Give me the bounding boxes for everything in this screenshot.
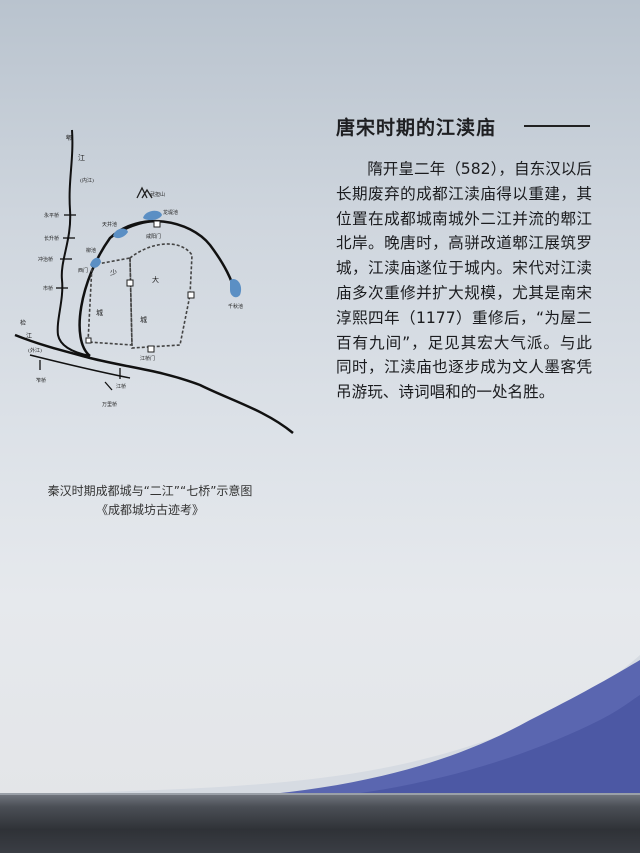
map-caption: 秦汉时期成都城与“二江”“七桥”示意图 《成都城坊古迹考》 [20, 482, 280, 520]
label-wanliqiao: 万里桥 [102, 401, 117, 408]
body-paragraph: 隋开皇二年（582），自东汉以后长期废弃的成都江渎庙得以重建，其位置在成都城南城… [336, 160, 592, 402]
pijiang-river [56, 129, 91, 357]
label-liuchi: 柳池 [86, 247, 96, 254]
label-chongliqiao: 冲治桥 [38, 256, 53, 263]
label-jiangqiaomen: 江桥门 [140, 355, 155, 362]
decorative-wave [0, 655, 640, 800]
caption-line-2: 《成都城坊古迹考》 [95, 503, 204, 517]
outer-moat [78, 219, 238, 357]
label-zuoqiao: 笮桥 [36, 377, 46, 384]
label-wudan: 武担山 [150, 191, 165, 198]
panel-frame-bottom [0, 795, 640, 853]
label-pi: 郫 [66, 134, 72, 142]
label-ximen: 西门 [78, 267, 88, 274]
label-waijiang: (外江) [28, 347, 42, 354]
label-jiang: 江 [78, 154, 85, 162]
caption-line-1: 秦汉时期成都城与“二江”“七桥”示意图 [47, 484, 253, 498]
label-jiangqiao: 江桥 [116, 383, 126, 390]
label-da: 大 [152, 275, 159, 284]
liu-pond [90, 257, 101, 268]
label-qianqiuchi: 千秋池 [228, 303, 243, 310]
ancient-map: 郫 江 (内江) 武担山 龙堤池 天井池 柳池 咸阳门 少 城 大 城 西门 千… [14, 129, 294, 434]
label-shiqiao: 市桥 [43, 285, 53, 292]
label-shao-cheng: 城 [96, 309, 103, 317]
title-rule [524, 125, 590, 127]
exhibit-panel: 唐宋时期的江渎庙 隋开皇二年（582），自东汉以后长期废弃的成都江渎庙得以重建，… [0, 0, 640, 800]
wudan-mountain-icon [136, 186, 153, 199]
label-tianfuchi: 天井池 [102, 221, 117, 228]
label-changshengqiao: 长升桥 [44, 235, 59, 242]
label-da-cheng: 城 [140, 316, 147, 324]
label-neijiang: (内江) [80, 177, 94, 184]
big-city-wall [129, 243, 193, 349]
label-chengbei: 咸阳门 [146, 233, 161, 240]
tianfu-pond [113, 228, 128, 239]
qianqiu-pond [230, 278, 242, 298]
label-jiang2: 江 [26, 333, 32, 340]
label-shao: 少 [110, 269, 117, 277]
label-jian: 检 [20, 319, 26, 327]
label-longbaichi: 龙堤池 [163, 209, 178, 216]
jianjiang-river [14, 333, 294, 434]
section-title: 唐宋时期的江渎庙 [336, 117, 497, 139]
label-yongpingqiao: 永平桥 [44, 212, 59, 219]
longbai-pond [143, 210, 162, 221]
